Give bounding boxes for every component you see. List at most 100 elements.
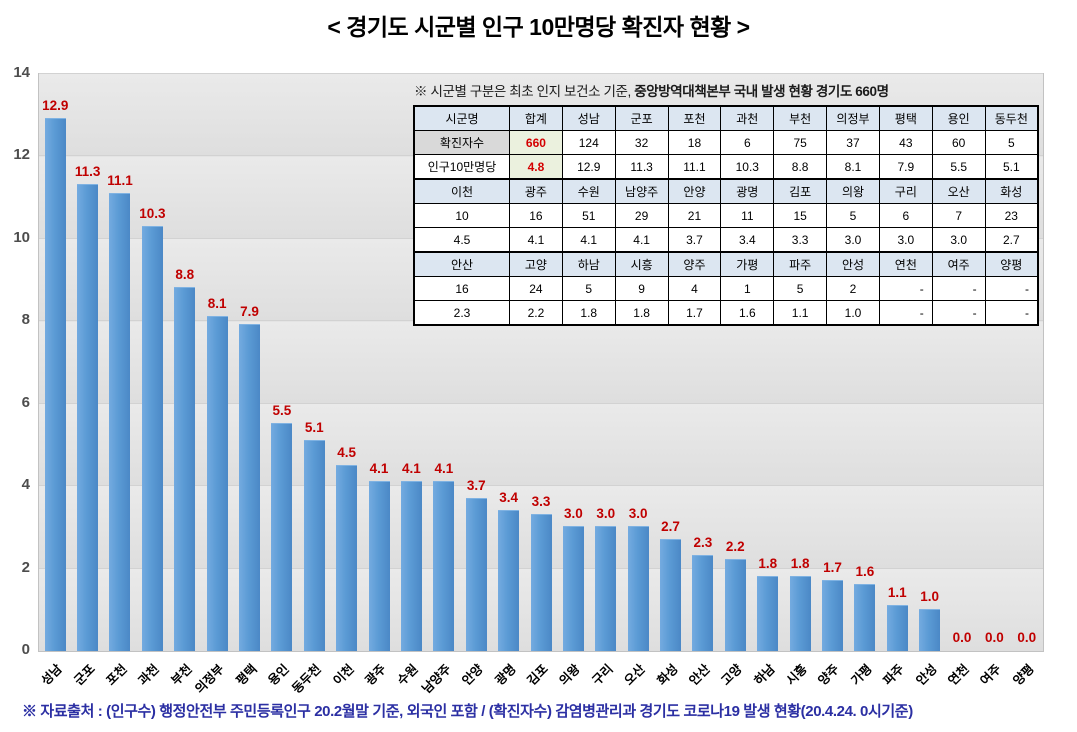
bar-하남: [757, 575, 779, 651]
bar-오산: [627, 526, 649, 651]
table-cell: 의정부: [826, 105, 880, 131]
table-cell: 과천: [720, 105, 775, 131]
y-axis-tick-label: 2: [21, 558, 30, 576]
table-cell: -: [931, 276, 986, 301]
table-cell: 가평: [720, 251, 775, 277]
table-note-bold: 중앙방역대책본부 국내 발생 현황 경기도 660명: [634, 84, 889, 99]
table-cell: 4.1: [561, 227, 616, 253]
table-cell: 수원: [561, 178, 616, 204]
table-cell: 1.8: [614, 300, 669, 326]
table-cell: 이천: [413, 178, 510, 204]
table-cell: 3.0: [878, 227, 933, 253]
y-axis-tick-label: 6: [21, 393, 30, 411]
table-cell: 여주: [931, 251, 986, 277]
bar-광주: [368, 481, 390, 651]
table-cell: 60: [931, 130, 986, 155]
y-axis-tick-label: 12: [13, 146, 30, 164]
bar-value-label: 11.3: [74, 164, 101, 180]
bar-value-label: 4.1: [434, 461, 454, 477]
table-cell: 5: [561, 276, 616, 301]
table-cell: 5: [984, 130, 1039, 155]
table-cell: 32: [614, 130, 669, 155]
table-cell: 양주: [667, 251, 722, 277]
table-cell: 3.4: [720, 227, 775, 253]
bar-value-label: 3.4: [499, 489, 518, 505]
table-cell: 4.5: [413, 227, 510, 253]
bar-평택: [239, 324, 261, 651]
table-cell: 김포: [773, 178, 828, 204]
bar-value-label: 0.0: [985, 630, 1004, 645]
table-cell: 구리: [878, 178, 933, 204]
bar-김포: [530, 514, 552, 651]
bar-안양: [465, 497, 487, 651]
table-data-row: 4.5 4.1 4.1 4.1 3.7 3.4 3.3 3.0 3.0 3.0 2.7: [413, 227, 1039, 253]
bar-value-label: 3.7: [466, 477, 486, 493]
table-cell: 16: [509, 203, 563, 228]
table-cell: 파주: [773, 251, 828, 277]
chart-title: < 경기도 시군별 인구 10만명당 확진자 현황 >: [327, 14, 750, 40]
bar-value-label: 0.0: [1017, 630, 1037, 645]
bar-value-label: 11.1: [107, 172, 133, 188]
bar-동두천: [303, 439, 325, 651]
table-header-row: 안산 고양 하남 시흥 양주 가평 파주 안성 연천 여주 양평: [413, 251, 1039, 277]
bar-군포: [77, 184, 99, 651]
table-cell: 10.3: [720, 154, 775, 180]
table-cell: 9: [614, 276, 669, 301]
table-cell: 24: [509, 276, 563, 301]
bar-성남: [44, 118, 66, 651]
table-cell: 11.3: [614, 154, 669, 180]
y-axis-tick-label: 10: [13, 228, 30, 246]
table-cell: 고양: [509, 251, 563, 277]
table-cell: 광주: [509, 178, 563, 204]
bar-과천: [141, 225, 163, 651]
bar-의정부: [206, 316, 228, 651]
table-cell: 의왕: [826, 178, 880, 204]
bar-value-label: 3.0: [628, 506, 648, 522]
bar-value-label: 1.0: [920, 588, 940, 604]
bar-value-label: 7.9: [240, 304, 259, 320]
table-cell: 11: [720, 203, 775, 228]
bar-시흥: [789, 575, 811, 651]
table-cell: 15: [773, 203, 828, 228]
y-axis-tick-label: 14: [13, 64, 30, 81]
bar-value-label: 2.2: [725, 539, 745, 555]
table-cell: 7.9: [878, 154, 933, 180]
table-cell: 오산: [931, 178, 986, 204]
bar-value-label: 8.1: [207, 296, 227, 312]
table-cell: 성남: [561, 105, 616, 131]
table-cell: 시군명: [413, 105, 510, 131]
table-cell: 부천: [773, 105, 828, 131]
bar-value-label: 0.0: [952, 630, 972, 645]
table-cell: 1.8: [561, 300, 616, 326]
table-cell: 3.0: [931, 227, 986, 253]
table-cell: 하남: [561, 251, 616, 277]
table-cell: 시흥: [614, 251, 669, 277]
table-cell: 1.6: [720, 300, 775, 326]
bar-용인: [271, 423, 293, 651]
table-cell: -: [878, 300, 933, 326]
bar-value-label: 8.8: [175, 267, 195, 283]
table-cell: 1.1: [773, 300, 828, 326]
y-axis-tick-label: 8: [21, 311, 30, 329]
table-header-row: 시군명 합계 성남 군포 포천 과천 부천 의정부 평택 용인 동두천: [413, 105, 1039, 131]
table-data-row: 2.3 2.2 1.8 1.8 1.7 1.6 1.1 1.0- - -: [413, 300, 1039, 326]
table-cell: 평택: [878, 105, 933, 131]
y-axis-tick-label: 0: [21, 641, 30, 658]
bar-value-label: 1.1: [887, 584, 907, 600]
bar-안산: [692, 555, 714, 651]
table-cell: 10: [413, 203, 510, 228]
bar-value-label: 4.1: [369, 461, 389, 477]
table-cell: 3.7: [667, 227, 722, 253]
table-cell: 5: [826, 203, 880, 228]
table-data-row: 10 16 51 29 21 11 15 5 6 7 23: [413, 203, 1039, 228]
table-cell: 3.3: [773, 227, 828, 253]
bar-가평: [854, 584, 876, 651]
table-cell: 7: [931, 203, 986, 228]
table-cell: 합계: [509, 105, 563, 131]
table-cell: 안양: [667, 178, 722, 204]
bar-value-label: 1.7: [823, 559, 842, 575]
table-cell: 5.1: [984, 154, 1039, 180]
bar-이천: [336, 464, 358, 651]
bar-value-label: 1.8: [758, 555, 778, 571]
table-cell: -: [878, 276, 933, 301]
